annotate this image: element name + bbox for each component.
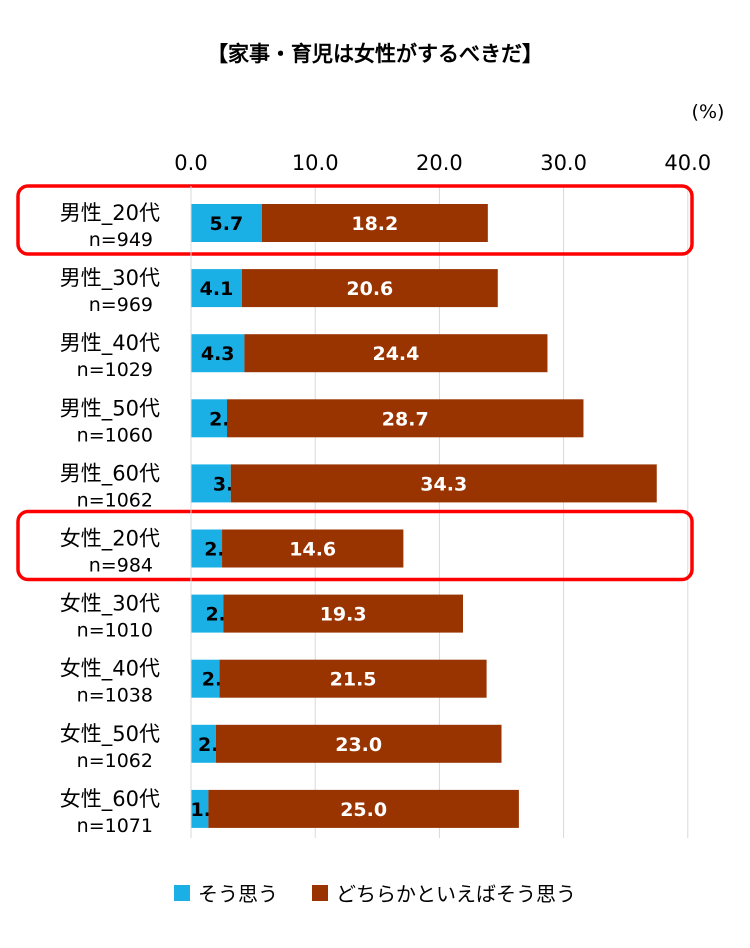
bar-series-2 [219,659,487,698]
category-label: 女性_50代 [60,722,160,747]
category-n-label: n=1060 [77,424,153,446]
bar-series-2 [222,529,404,568]
data-label-series-2: 34.3 [420,473,467,495]
legend-label-series-2: どちらかといえばそう思う [336,882,576,906]
bar-series-1 [191,594,224,633]
category-label: 女性_30代 [60,592,160,617]
x-tick-label: 20.0 [416,151,463,175]
bar-series-2 [208,789,519,828]
legend-swatch-series-2 [312,884,328,901]
bar-series-2 [261,204,488,242]
data-label-series-1: 4.1 [200,278,234,300]
data-label-series-2: 14.6 [289,539,336,561]
category-label: 男性_30代 [60,266,160,291]
bar-series-2 [230,464,657,503]
bar-series-1 [191,464,231,503]
bar-series-1 [191,789,209,828]
data-label-series-2: 28.7 [382,408,429,430]
bar-series-2 [227,399,584,438]
category-n-label: n=969 [89,294,153,316]
data-label-series-2: 25.0 [340,799,387,821]
bar-series-1 [191,269,242,308]
data-label-series-2: 23.0 [335,734,382,756]
data-label-series-2: 18.2 [351,213,398,235]
bar-series-2 [215,724,502,763]
unit-label: (%) [692,101,725,123]
category-n-label: n=1029 [77,359,153,381]
bar-series-1 [191,529,223,568]
data-label-series-2: 24.4 [372,343,419,365]
category-label: 女性_40代 [60,657,160,682]
bar-series-1 [191,724,216,763]
bar-series-1 [191,204,262,242]
chart-title: 【家事・育児は女性がするべきだ】 [207,42,543,66]
category-label: 男性_60代 [60,461,160,486]
highlight-box [16,509,694,582]
bar-series-1 [191,334,245,373]
category-label: 男性_20代 [60,201,160,226]
legend-item-series-2: どちらかといえばそう思う [312,878,576,907]
data-label-series-2: 21.5 [330,669,377,691]
category-n-label: n=1071 [77,815,153,837]
bar-series-2 [223,594,463,633]
category-label: 女性_60代 [60,787,160,812]
category-n-label: n=1010 [77,620,153,642]
legend-item-series-1: そう思う [174,878,278,907]
category-n-label: n=1062 [77,489,153,511]
bar-series-1 [191,659,220,698]
legend-label-series-1: そう思う [198,882,278,906]
data-label-series-2: 20.6 [346,278,393,300]
data-label-series-1: 5.7 [210,213,244,235]
category-label: 男性_40代 [60,331,160,356]
bar-series-2 [244,334,548,373]
category-n-label: n=1038 [77,685,153,707]
category-n-label: n=949 [89,229,153,251]
x-tick-label: 0.0 [174,151,207,175]
bar-series-1 [191,399,228,438]
highlight-box [16,184,694,256]
x-tick-label: 10.0 [292,151,339,175]
category-label: 女性_20代 [60,527,160,552]
category-label: 男性_50代 [60,396,160,421]
x-tick-label: 30.0 [540,151,587,175]
data-label-series-2: 19.3 [320,604,367,626]
legend: そう思う どちらかといえばそう思う [0,878,750,907]
category-n-label: n=1062 [77,750,153,772]
category-n-label: n=984 [89,555,153,577]
legend-swatch-series-1 [174,884,190,901]
bar-series-2 [241,269,498,308]
data-label-series-1: 4.3 [201,343,235,365]
x-tick-label: 40.0 [664,151,711,175]
